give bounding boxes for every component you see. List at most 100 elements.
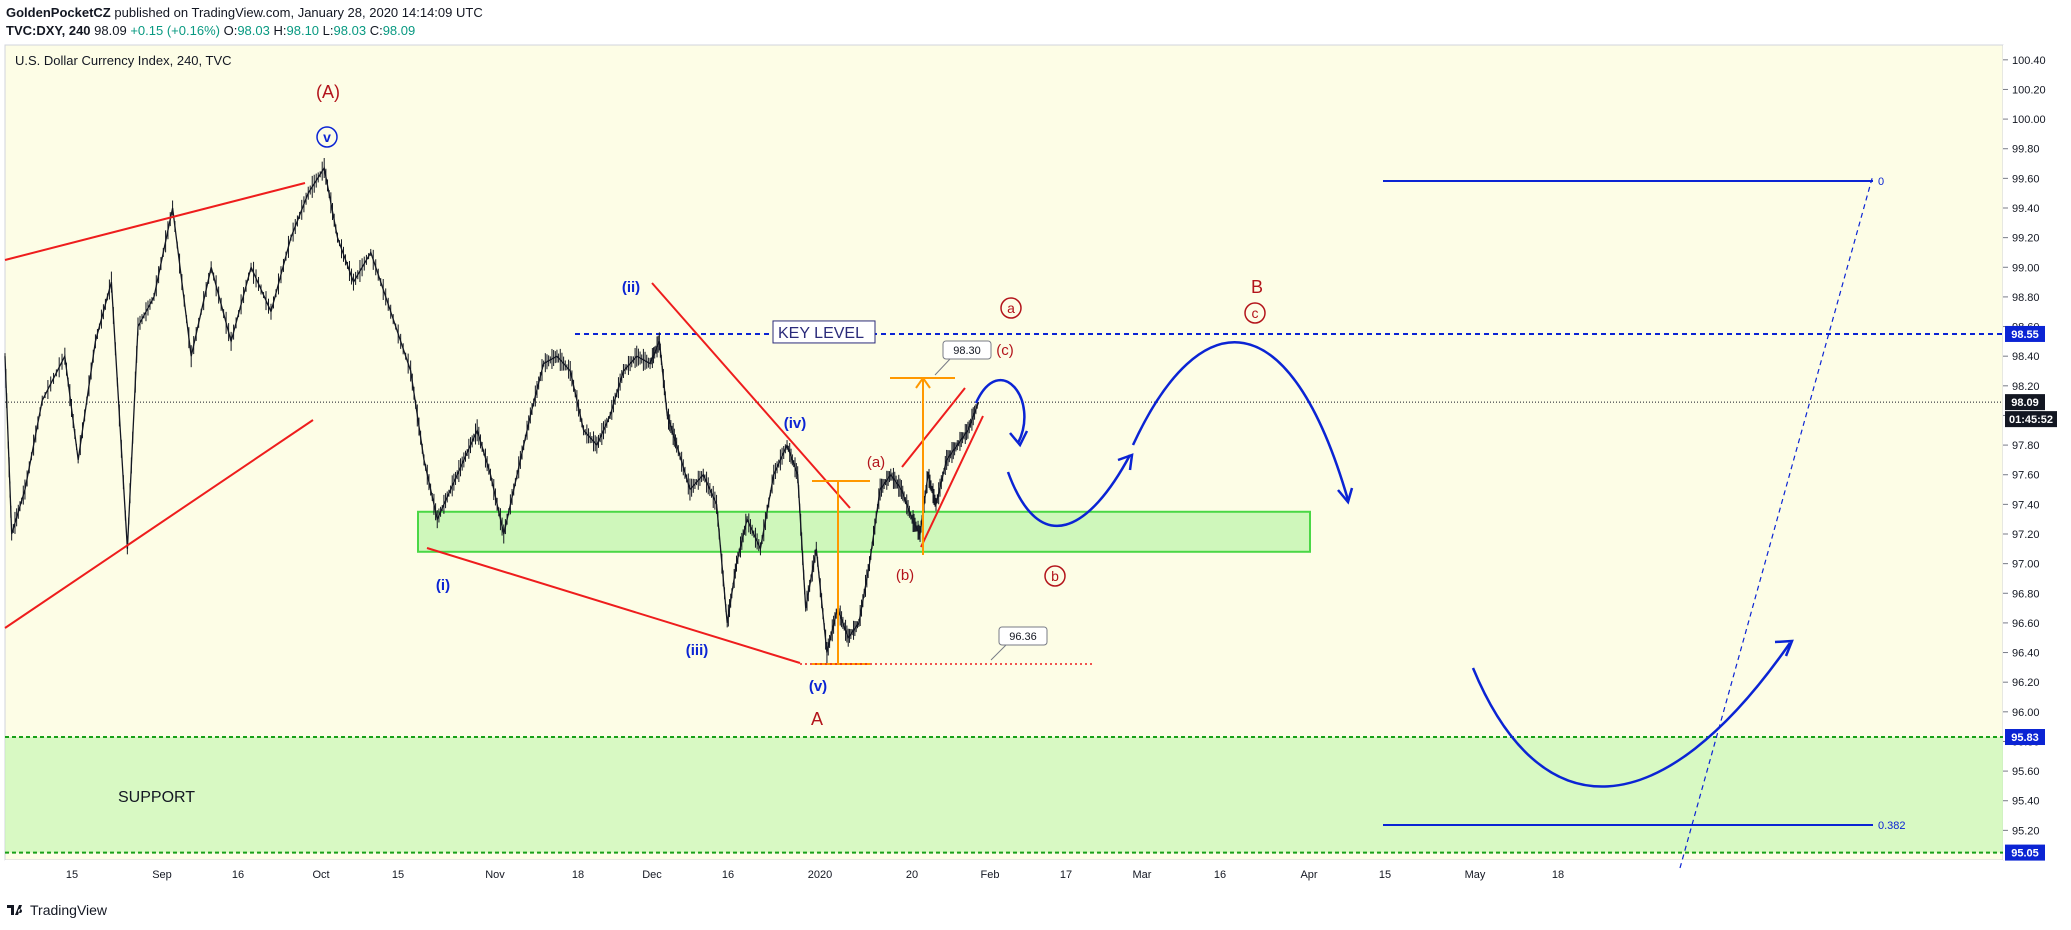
y-tick-label: 97.40 [2012,499,2040,511]
fib-0382-label: 0.382 [1878,820,1906,832]
x-tick-label: 2020 [808,869,832,881]
price-badge [2005,394,2045,411]
wave-label: (ii) [622,279,640,296]
y-tick-label: 99.20 [2012,233,2040,245]
arrowhead-1 [1009,430,1029,448]
price-series-layer [4,157,980,664]
projection-curve-1 [974,378,1026,444]
countdown-badge [2005,411,2057,428]
wave-label: (iv) [784,415,807,432]
close-label: C: [369,23,383,38]
x-tick-label: 18 [1552,869,1564,881]
y-tick-label: 97.80 [2012,440,2040,452]
y-tick-label: 98.80 [2012,292,2040,304]
y-tick-label: 96.20 [2012,677,2040,689]
drawings-layer: 0 0.382 98.30 96.36 [4,174,1906,869]
price-badge-label: 98.55 [2011,329,2039,341]
chart-header: GoldenPocketCZ published on TradingView.… [6,4,483,40]
y-tick-label: 95.60 [2012,766,2040,778]
callout-pointer-9636 [990,644,1007,661]
low-label: L: [322,23,334,38]
price-chart[interactable]: U.S. Dollar Currency Index, 240, TVC 100… [0,0,2071,900]
wave-label: (b) [896,567,914,584]
wedge-lower-line [4,419,314,629]
callout-pointer-9830 [934,358,951,376]
y-tick-label: 97.20 [2012,529,2040,541]
publish-info: published on TradingView.com, January 28… [114,5,483,20]
price-axis-background [2003,45,2071,860]
wave-label: c [1252,305,1259,321]
y-tick-label: 95.40 [2012,796,2040,808]
high-label: H: [273,23,287,38]
x-tick-label: Sep [152,869,172,881]
wave-label: (i) [436,577,450,594]
arrowhead-2 [1117,453,1134,471]
last-price: 98.09 [94,23,127,38]
arrowhead-4 [1774,639,1794,657]
chart-title: U.S. Dollar Currency Index, 240, TVC [15,53,232,68]
y-tick-label: 95.20 [2012,825,2040,837]
wave-label: b [1051,568,1059,584]
x-tick-label: 17 [1060,869,1072,881]
x-tick-label: Apr [1300,869,1317,881]
fib-0-label: 0 [1878,176,1884,188]
x-tick-label: 15 [66,869,78,881]
orange-arrow-right [922,377,931,389]
callout-label-9830: 98.30 [953,345,981,357]
projection-curve-3 [1131,341,1350,501]
author-name[interactable]: GoldenPocketCZ [6,5,111,20]
x-tick-label: 18 [572,869,584,881]
orange-arrow-left [915,377,924,389]
wave-label: v [323,129,331,145]
open-label: O: [223,23,238,38]
x-tick-label: Nov [485,869,505,881]
time-axis-background [5,860,2003,884]
x-tick-label: Dec [642,869,662,881]
y-tick-label: 97.60 [2012,470,2040,482]
wave-label-circle [1244,302,1266,324]
channel-line-upper [901,387,966,468]
low-value: 98.03 [333,23,367,38]
x-tick-label: 15 [1379,869,1391,881]
y-tick-label: 100.20 [2012,84,2046,96]
wave-trendline-upper [651,282,851,509]
channel-line-lower [920,415,984,548]
tradingview-logo-icon [7,905,23,915]
price-badge [2005,325,2045,342]
key-support-zone [417,510,1311,553]
y-tick-label: 96.60 [2012,618,2040,630]
y-tick-label: 99.00 [2012,262,2040,274]
x-tick-label: 20 [906,869,918,881]
wave-label: (c) [996,342,1014,359]
price-badge-label: 95.83 [2011,732,2039,744]
x-tick-label: 15 [392,869,404,881]
wave-labels-layer: (A) v (ii) (iv) (i) (iii) (v) A (a) (b) (c) a b cB [316,82,1266,729]
support-label: SUPPORT [118,789,195,806]
price-badge-label: 98.09 [2011,397,2039,409]
wave-label: (A) [316,82,340,102]
callout-box-9830 [942,340,992,360]
x-tick-label: Feb [981,869,1000,881]
price-badge [2005,844,2045,861]
footer: TradingView [6,902,107,918]
callout-box-9636 [998,626,1048,646]
wave-label-circle [316,126,338,148]
footer-brand[interactable]: TradingView [30,902,108,918]
price-badges-layer: 98.55 98.09 95.83 95.05 01:45:52 [2005,325,2057,861]
wave-label-circle [1044,565,1066,587]
key-level-box [772,320,876,344]
y-tick-label: 97.00 [2012,559,2040,571]
ohlc-line: TVC:DXY, 240 98.09 +0.15 (+0.16%) O:98.0… [6,22,483,40]
projection-curve-2 [1006,454,1132,528]
price-change: +0.15 (+0.16%) [130,23,220,38]
y-tick-label: 99.40 [2012,203,2040,215]
y-tick-label: 96.00 [2012,707,2040,719]
wedge-upper-line [4,182,306,261]
countdown-label: 01:45:52 [2009,414,2053,426]
open-value: 98.03 [237,23,270,38]
close-value: 98.09 [382,23,416,38]
wave-label: A [811,709,823,729]
y-tick-label: 98.20 [2012,381,2040,393]
y-tick-label: 96.40 [2012,648,2040,660]
x-axis-ticks: 15 Sep 16 Oct 15 Nov 18 Dec 16 2020 20 Feb 17 Mar 16 Ap… [66,869,1564,881]
